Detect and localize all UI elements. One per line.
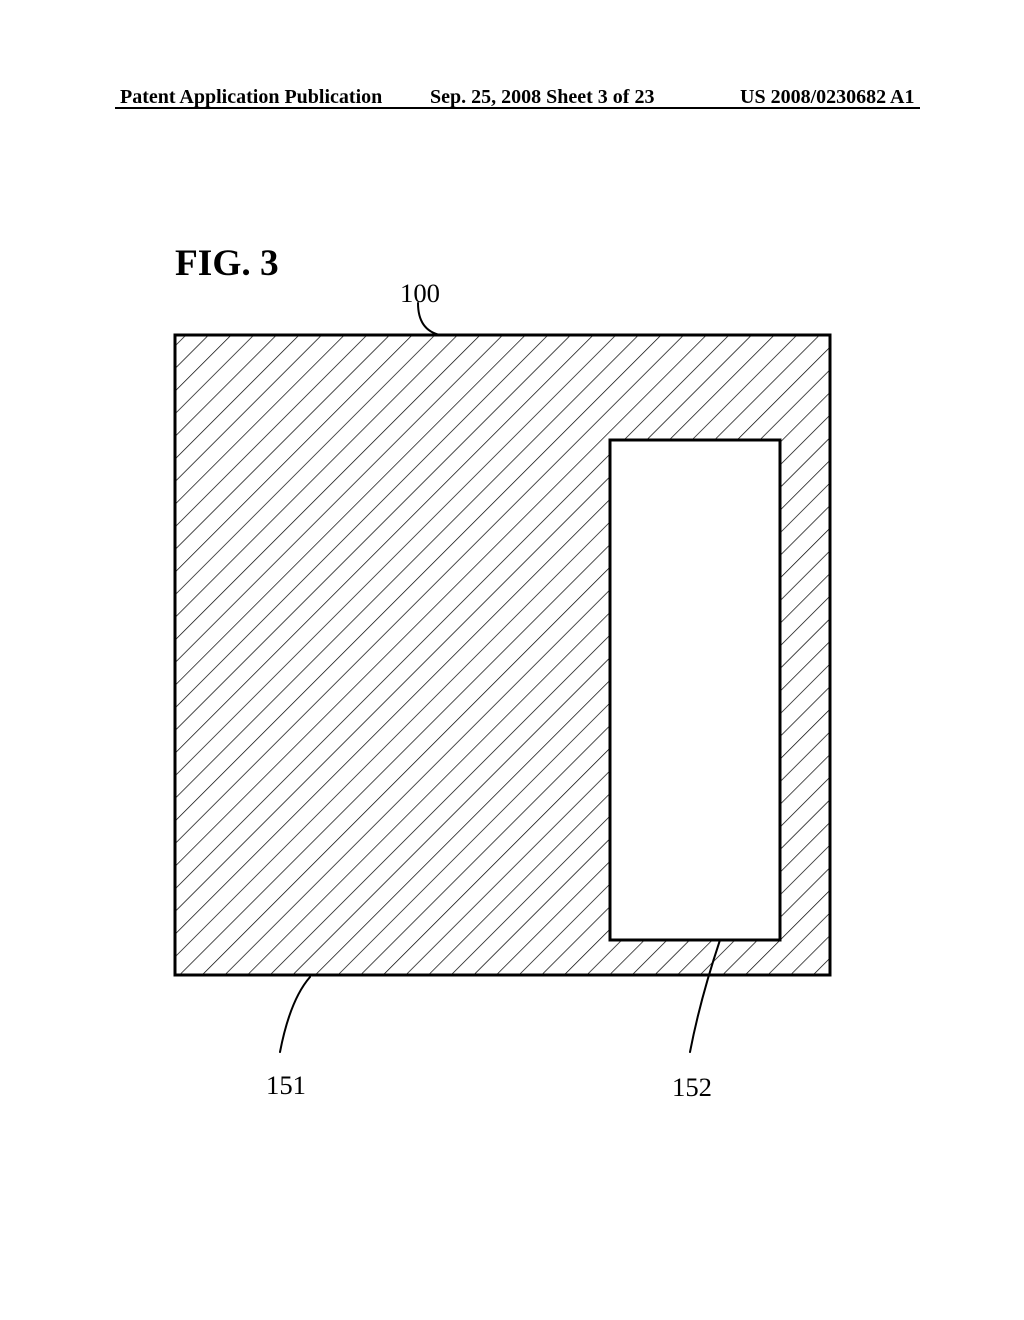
figure-drawing bbox=[0, 0, 1024, 1320]
page: Patent Application Publication Sep. 25, … bbox=[0, 0, 1024, 1320]
